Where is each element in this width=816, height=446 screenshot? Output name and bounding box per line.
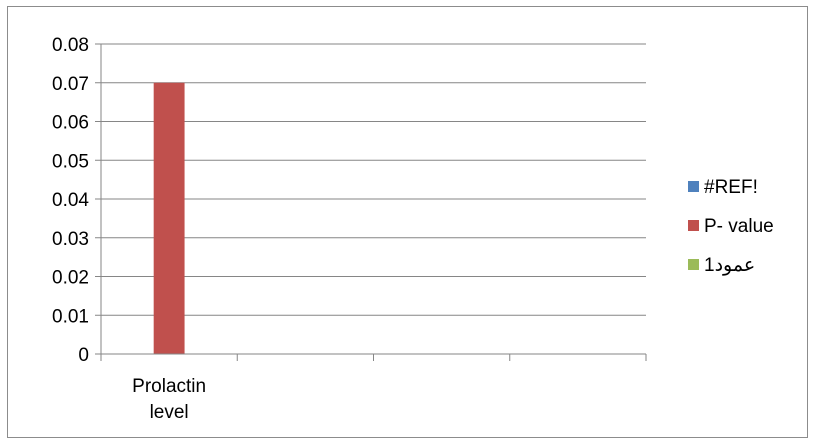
bar-2 [153,82,185,354]
bars [153,82,185,354]
y-tick-labels: 0 0.01 0.02 0.03 0.04 0.05 0.06 0.07 0.08 [52,35,89,366]
gridlines [101,43,646,316]
y-tick-label: 0.02 [52,268,89,289]
legend-swatch-3 [688,259,699,270]
y-tick-label: 0 [78,345,89,366]
legend-swatch-1 [688,181,699,192]
x-category-labels: Prolactin level [132,376,206,423]
y-tick-label: 0.05 [52,151,89,172]
legend: #REF! P- value عمود1 [688,177,774,276]
y-tick-label: 0.03 [52,229,89,250]
legend-label-2: P- value [704,216,774,237]
y-tick-label: 0.04 [52,190,89,211]
y-tick-label: 0.06 [52,113,89,134]
y-tick-label: 0.08 [52,35,89,56]
chart-frame [7,6,808,438]
legend-swatch-2 [688,220,699,231]
legend-label-1: #REF! [704,177,758,198]
x-category-label: level [150,402,189,423]
y-tick-label: 0.01 [52,306,89,327]
y-tick-label: 0.07 [52,74,89,95]
legend-label-3: عمود1 [704,255,755,276]
x-category-label: Prolactin [132,376,206,397]
axes [95,43,647,361]
